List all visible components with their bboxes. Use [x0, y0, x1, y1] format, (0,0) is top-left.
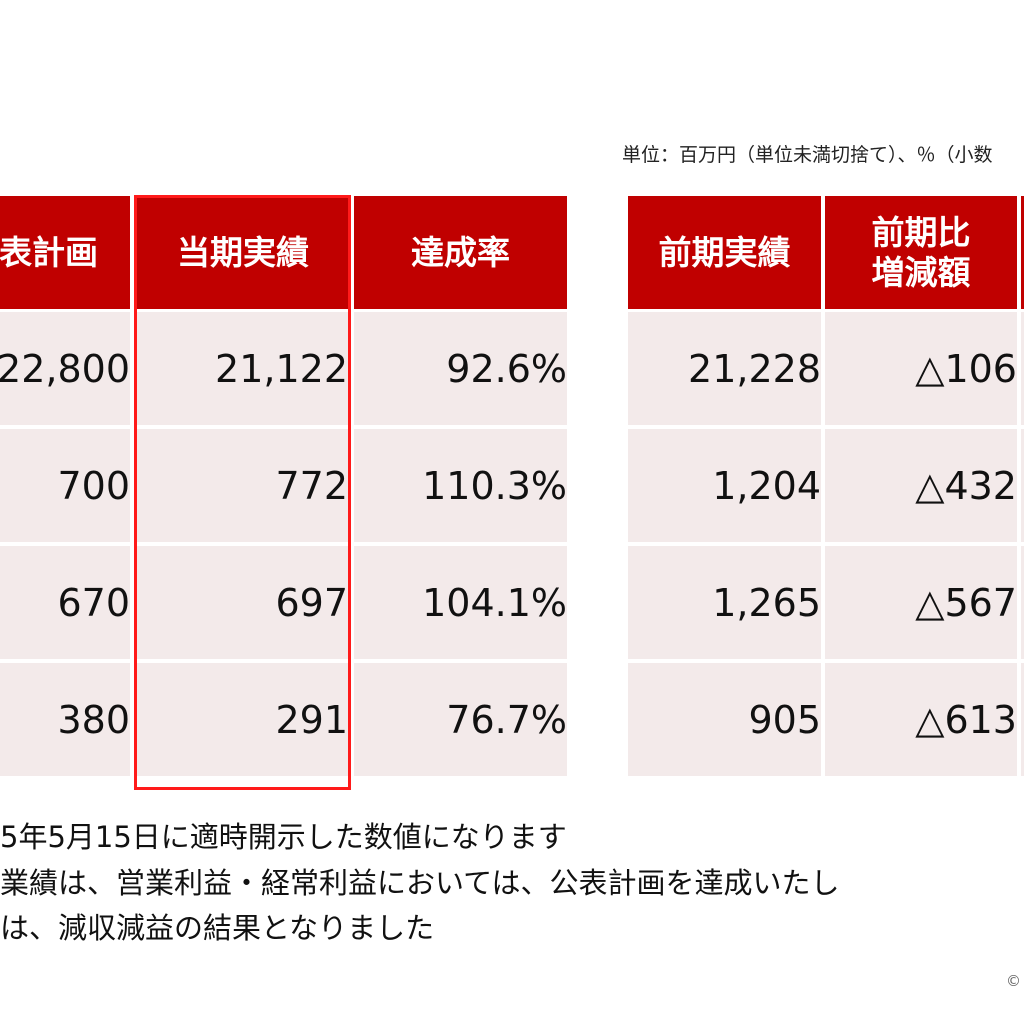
header-diff: 前期比 増減額: [825, 196, 1017, 309]
header-actual: 当期実績: [136, 196, 350, 309]
copyright-mark: ©: [1006, 972, 1021, 990]
header-diff-label-line1: 前期比: [871, 212, 971, 252]
header-plan-label: 表計画: [0, 232, 98, 272]
cell-plan: 380: [0, 663, 130, 776]
cell-actual: 291: [136, 663, 350, 776]
cell-diff: △432: [825, 429, 1017, 542]
cell-cut-right: [1021, 429, 1024, 542]
header-rate-label: 達成率: [411, 232, 510, 272]
cell-plan: 700: [0, 429, 130, 542]
footnote-line-2: 業績は、営業利益・経常利益においては、公表計画を達成いたし: [0, 866, 840, 900]
header-actual-label: 当期実績: [177, 232, 309, 272]
cell-plan: 22,800: [0, 312, 130, 425]
cell-actual: 21,122: [136, 312, 350, 425]
cell-actual: 697: [136, 546, 350, 659]
unit-note: 単位：百万円（単位未満切捨て）、％（小数: [622, 144, 993, 166]
cell-prev: 21,228: [628, 312, 821, 425]
cell-prev: 1,265: [628, 546, 821, 659]
cell-cut-right: [1021, 546, 1024, 659]
cell-actual: 772: [136, 429, 350, 542]
cell-rate: 76.7%: [354, 663, 567, 776]
cell-prev: 905: [628, 663, 821, 776]
cell-prev: 1,204: [628, 429, 821, 542]
cell-cut-right: [1021, 663, 1024, 776]
header-prev: 前期実績: [628, 196, 821, 309]
cell-diff: △567: [825, 546, 1017, 659]
header-diff-label-line2: 増減額: [871, 252, 971, 292]
cell-rate: 104.1%: [354, 546, 567, 659]
header-cut-right: [1021, 196, 1024, 309]
cell-plan: 670: [0, 546, 130, 659]
header-plan: 表計画: [0, 196, 130, 309]
footnote-line-3: は、減収減益の結果となりました: [0, 911, 435, 945]
header-rate: 達成率: [354, 196, 567, 309]
cell-rate: 110.3%: [354, 429, 567, 542]
cell-cut-right: [1021, 312, 1024, 425]
cell-rate: 92.6%: [354, 312, 567, 425]
cell-diff: △613: [825, 663, 1017, 776]
footnote-line-1: 5年5月15日に適時開示した数値になります: [0, 820, 567, 854]
header-prev-label: 前期実績: [658, 232, 791, 272]
cell-diff: △106: [825, 312, 1017, 425]
